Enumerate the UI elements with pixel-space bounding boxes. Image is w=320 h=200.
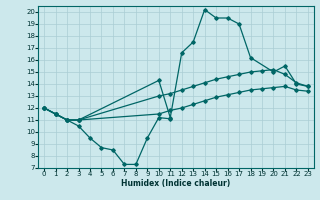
X-axis label: Humidex (Indice chaleur): Humidex (Indice chaleur) — [121, 179, 231, 188]
